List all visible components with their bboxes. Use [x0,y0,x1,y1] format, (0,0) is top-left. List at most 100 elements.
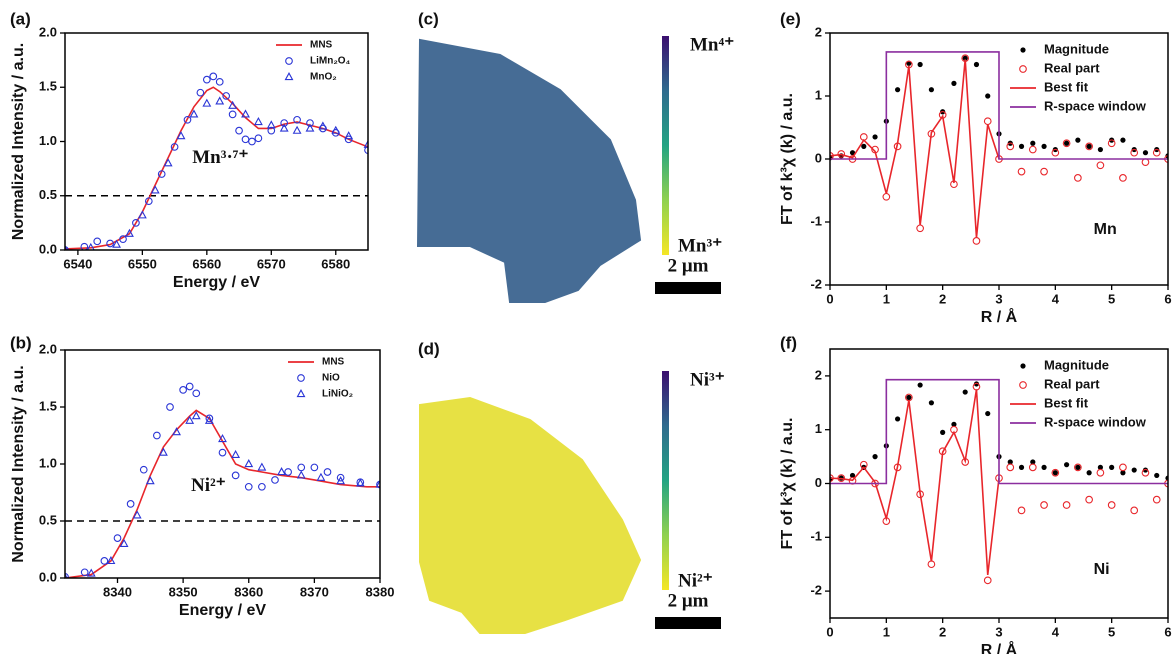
marker-circle [1040,167,1048,176]
marker-circle [244,482,253,491]
marker-triangle [318,121,328,130]
marker-circle [119,235,127,243]
x-axis-label: Energy / eV [173,274,260,291]
series-line [830,378,1168,485]
marker-triangle [257,462,267,471]
marker-triangle [344,131,354,140]
marker-circle [336,473,345,482]
map-panel: (c) Mn⁴⁺ Mn³⁺2 μm [416,9,734,303]
y-axis-label: FT of k³χ (k) / a.u. [779,93,796,225]
marker-triangle [163,158,173,167]
x-tick-label: 2 [939,291,946,306]
marker-triangle [119,538,129,547]
marker-triangle [204,415,214,424]
x-tick-label: 8380 [366,584,395,599]
marker-dot [1097,464,1103,470]
y-tick-label: -1 [810,213,822,228]
marker-circle [271,476,279,484]
marker-circle [285,57,293,65]
x-tick-label: 6550 [128,256,157,271]
marker-circle [1019,381,1027,389]
marker-circle [293,115,301,124]
marker-circle [1085,142,1093,151]
y-axis-label: Normalized Intensity / a.u. [10,43,27,240]
marker-dot [1041,143,1047,149]
x-tick-label: 8350 [169,584,198,599]
marker-dot [1142,467,1149,473]
x-tick-label: 5 [1108,291,1115,306]
marker-triangle [355,478,365,487]
marker-circle [93,237,102,246]
marker-dot [849,472,856,479]
marker-dot [1086,143,1092,149]
marker-circle [972,237,981,245]
y-axis-label: Normalized Intensity / a.u. [10,365,27,562]
y-axis-label: FT of k³χ (k) / a.u. [779,418,796,550]
marker-dot [1086,470,1092,476]
marker-dot [917,382,923,388]
y-tick-label: 1.0 [39,133,57,148]
marker-circle [1051,468,1060,477]
colorbar-top-label: Mn⁴⁺ [690,34,734,55]
marker-circle [1107,139,1116,148]
plot-area [830,51,1168,245]
marker-dot [1097,146,1103,153]
marker-circle [139,465,148,474]
marker-dot [1075,137,1081,143]
marker-circle [1085,495,1093,504]
marker-circle [344,135,353,144]
marker-circle [231,471,240,480]
x-tick-label: 6580 [321,256,350,271]
legend-label: Magnitude [1044,357,1109,372]
marker-circle [1130,148,1139,157]
series-line [830,59,1000,238]
marker-circle [205,414,214,423]
marker-triangle [132,510,142,519]
marker-triangle [375,479,380,488]
marker-triangle [363,139,368,148]
marker-dot [940,429,946,435]
y-tick-label: -2 [810,583,822,598]
sample-map [419,396,642,634]
y-tick-label: 0.5 [39,187,57,202]
x-tick-label: 3 [995,291,1002,306]
marker-circle [297,374,305,382]
marker-dot [895,416,901,422]
marker-circle [1062,501,1071,509]
marker-triangle [336,476,346,485]
x-tick-label: 1 [883,291,890,306]
marker-circle [1074,463,1082,472]
marker-circle [1119,463,1127,472]
marker-circle [248,137,256,146]
y-tick-label: 1.5 [39,398,57,413]
line-panel: 6540 6550 6560 6570 6580 0.0 0.5 1.0 1.5 2.0 Energ… [10,24,369,291]
marker-triangle [86,568,96,577]
marker-triangle [316,472,326,481]
scale-bar-label: 2 μm [668,255,709,276]
x-tick-label: 0 [826,624,833,639]
marker-circle [215,77,224,86]
marker-circle [1152,148,1161,157]
marker-dot [872,134,878,140]
marker-dot [985,410,991,417]
marker-triangle [145,476,155,485]
legend-label: LiMn₂O₄ [310,56,351,67]
marker-circle [1096,468,1105,477]
annotation: Ni²⁺ [191,475,226,496]
x-axis-label: Energy / eV [179,602,266,619]
x-tick-label: 0 [826,291,833,306]
x-tick-label: 2 [939,624,946,639]
marker-dot [861,143,867,149]
colorbar [662,371,669,590]
marker-triangle [277,467,286,476]
x-tick-label: 1 [883,624,890,639]
legend-label: R-space window [1044,98,1147,113]
panel-label: (c) [418,9,439,28]
marker-triangle [125,228,134,237]
marker-triangle [296,470,306,479]
series-line [65,86,368,250]
x-tick-label: 3 [995,624,1002,639]
marker-triangle [331,125,341,134]
marker-circle [983,576,992,585]
